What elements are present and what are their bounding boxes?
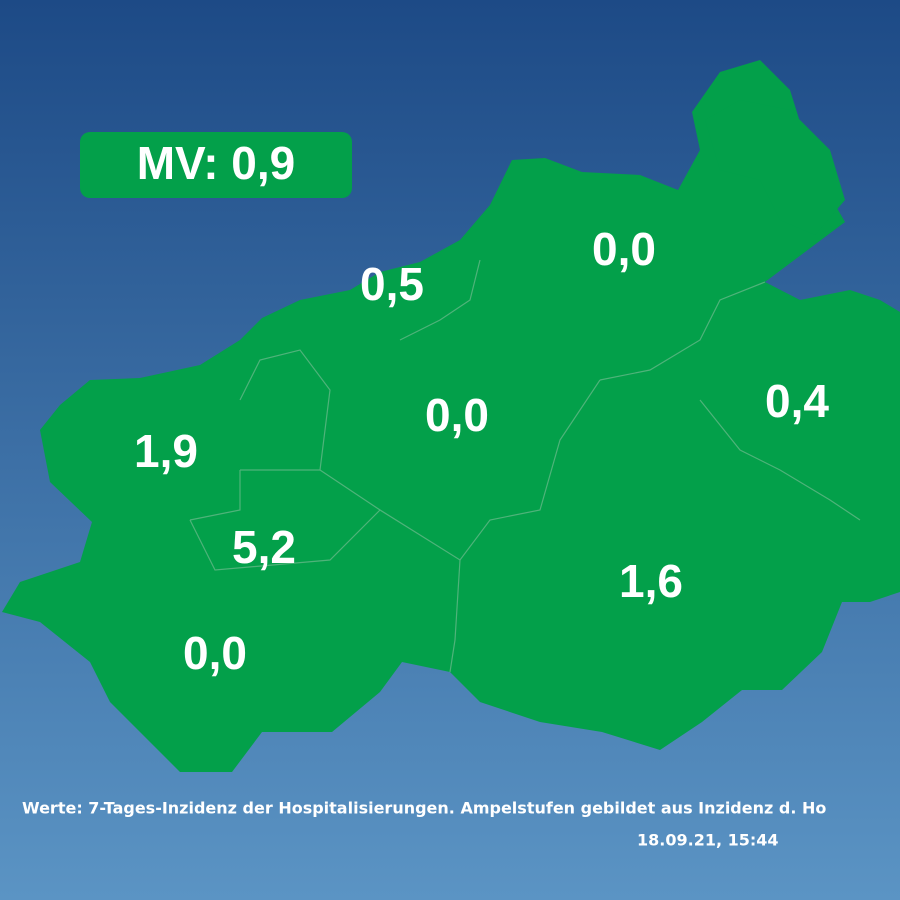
footer-timestamp: 18.09.21, 15:44 bbox=[637, 831, 779, 850]
region-value: 1,6 bbox=[619, 555, 683, 607]
region-value: 1,9 bbox=[134, 425, 198, 477]
footer-note: Werte: 7-Tages-Inzidenz der Hospitalisie… bbox=[22, 799, 826, 818]
district-border bbox=[189, 469, 381, 571]
region-value: 0,5 bbox=[360, 258, 424, 310]
region-value: 5,2 bbox=[232, 521, 296, 573]
district-border bbox=[449, 559, 461, 673]
district-border bbox=[399, 259, 481, 341]
district-border bbox=[379, 379, 601, 561]
island bbox=[705, 100, 845, 235]
district-border bbox=[699, 399, 861, 521]
region-value: 0,0 bbox=[592, 223, 656, 275]
badge-label: MV: 0,9 bbox=[137, 137, 296, 189]
district-border bbox=[239, 349, 331, 471]
state-outline bbox=[2, 60, 900, 772]
district-border bbox=[599, 281, 766, 381]
region-value: 0,4 bbox=[765, 375, 829, 427]
region-value: 0,0 bbox=[425, 389, 489, 441]
state-map bbox=[2, 60, 900, 772]
badge bbox=[80, 132, 352, 198]
region-value: 0,0 bbox=[183, 627, 247, 679]
district-border bbox=[189, 470, 241, 521]
